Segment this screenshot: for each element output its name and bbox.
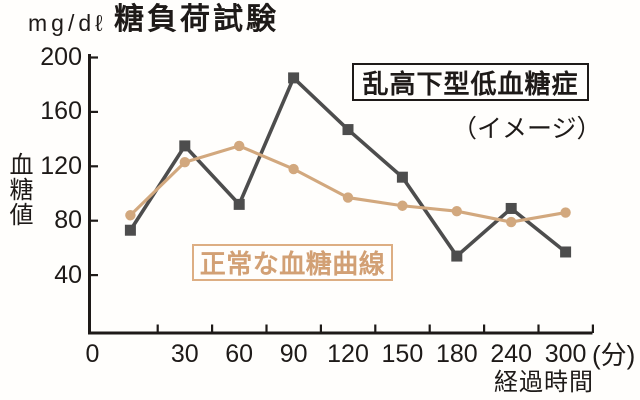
x-axis-unit-label: (分) xyxy=(592,340,636,370)
x-tick-label: 90 xyxy=(279,340,308,368)
series-0-marker xyxy=(396,171,408,183)
series-0-marker xyxy=(451,250,463,262)
y-tick-label: 160 xyxy=(40,97,82,126)
series-1-marker xyxy=(397,200,408,211)
series-0-marker xyxy=(342,124,354,136)
x-tick-label: 300 xyxy=(544,340,587,368)
x-tick-label: 180 xyxy=(435,340,478,368)
y-tick-label: 40 xyxy=(54,260,82,289)
series-1-marker xyxy=(179,157,190,168)
y-tick-label: 200 xyxy=(40,43,82,71)
chart-title: 糖負荷試験 xyxy=(114,3,279,36)
series-1-marker xyxy=(234,140,245,152)
x-tick-label: 60 xyxy=(225,340,254,368)
series-1-marker xyxy=(451,205,462,217)
series-1-marker xyxy=(125,210,136,221)
series-0-marker xyxy=(233,198,245,210)
series-0-marker xyxy=(560,246,572,258)
series-label-hypoglycemia: 乱高下型低血糖症 xyxy=(352,63,589,101)
axes xyxy=(88,54,593,335)
y-tick-label: 80 xyxy=(54,206,82,235)
series-0-marker xyxy=(124,224,136,236)
y-tick-label: 120 xyxy=(40,151,82,180)
series-1-marker xyxy=(560,207,571,218)
x-tick-label: 150 xyxy=(381,340,424,368)
series-label-normal-curve: 正常な血糖曲線 xyxy=(192,244,393,281)
y-axis-unit-label: mg/dℓ xyxy=(28,10,107,36)
x-tick-label: 0 xyxy=(85,340,100,368)
series-0-marker xyxy=(288,72,300,84)
x-tick-label: 240 xyxy=(490,340,533,368)
series-line-0 xyxy=(128,74,567,259)
series-0-marker xyxy=(179,140,191,152)
x-axis-title: 経過時間 xyxy=(494,369,594,396)
y-axis-title: 血糖値 xyxy=(9,152,34,229)
series-1-marker xyxy=(288,163,299,175)
x-tick-label: 120 xyxy=(327,340,369,368)
series-0-marker xyxy=(505,202,517,214)
series-label-hypoglycemia-note: （イメージ） xyxy=(452,115,602,143)
x-tick-label: 30 xyxy=(170,340,199,368)
series-1-marker xyxy=(506,216,517,228)
series-1-marker xyxy=(342,192,354,203)
